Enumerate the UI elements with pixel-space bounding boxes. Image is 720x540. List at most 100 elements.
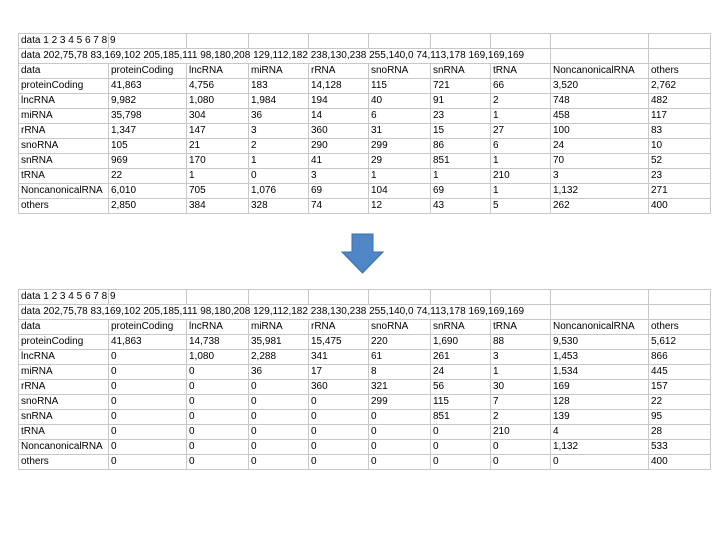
table-cell: 0 — [108, 454, 187, 470]
table-row: snoRNA 0 0 0 0 299 115 7 128 22 — [18, 394, 711, 410]
table-cell: 384 — [186, 198, 249, 214]
table-cell: 0 — [248, 454, 309, 470]
table-cell: 328 — [248, 198, 309, 214]
table-cell: 74 — [308, 198, 369, 214]
table-cell: 0 — [368, 424, 431, 440]
table-cell: 115 — [430, 394, 491, 410]
table-cell: 1,984 — [248, 93, 309, 109]
table-row: data proteinCoding lncRNA miRNA rRNA snoRNA sn… — [18, 319, 711, 335]
table-cell: 261 — [430, 349, 491, 365]
table-cell: 0 — [186, 424, 249, 440]
table-cell: 170 — [186, 153, 249, 169]
table-cell: 1,080 — [186, 349, 249, 365]
table-cell: 1 — [490, 153, 551, 169]
table-row: tRNA 0 0 0 0 0 0 210 4 28 — [18, 424, 711, 440]
table-cell: snRNA — [18, 409, 109, 425]
table-row: data 202,75,78 83,169,102 205,185,111 98… — [18, 304, 711, 320]
table-cell: 2 — [490, 93, 551, 109]
table-cell: 0 — [248, 409, 309, 425]
table-cell: lncRNA — [186, 63, 249, 79]
table-row: miRNA 35,798 304 36 14 6 23 1 458 117 — [18, 108, 711, 124]
table-cell: 0 — [368, 454, 431, 470]
table-cell: 851 — [430, 153, 491, 169]
empty-cell — [648, 304, 711, 320]
table-cell: 0 — [368, 439, 431, 455]
empty-cell — [108, 33, 187, 49]
table-row: proteinCoding 41,863 14,738 35,981 15,475 220… — [18, 334, 711, 350]
table-cell: miRNA — [248, 319, 309, 335]
table-cell: rRNA — [308, 63, 369, 79]
table-cell: 3 — [490, 349, 551, 365]
table-cell: 66 — [490, 78, 551, 94]
table-cell: 1,132 — [550, 183, 649, 199]
table-cell: 157 — [648, 379, 711, 395]
table-cell: 290 — [308, 138, 369, 154]
table-cell: 41,863 — [108, 78, 187, 94]
table-cell: NoncanonicalRNA — [550, 63, 649, 79]
table-cell: tRNA — [18, 424, 109, 440]
table-cell: 3 — [308, 168, 369, 184]
table-cell: 1 — [186, 168, 249, 184]
table-cell: 0 — [550, 454, 649, 470]
table-cell: tRNA — [490, 319, 551, 335]
table-cell: 1,132 — [550, 439, 649, 455]
table-cell: 43 — [430, 198, 491, 214]
table-cell: 22 — [648, 394, 711, 410]
data-table: data 1 2 3 4 5 6 7 8 9 data 202,75,78 83,… — [18, 289, 711, 470]
table-cell: 2,850 — [108, 198, 187, 214]
table-cell: 1 — [430, 168, 491, 184]
table-cell: 0 — [308, 409, 369, 425]
empty-cell — [368, 289, 431, 305]
table-row: rRNA 1,347 147 3 360 31 15 27 100 83 — [18, 123, 711, 139]
table-cell: 69 — [308, 183, 369, 199]
table-cell: 1 — [490, 183, 551, 199]
table-cell: 851 — [430, 409, 491, 425]
table-cell: snRNA — [18, 153, 109, 169]
table-cell: 210 — [490, 168, 551, 184]
table-row: data 1 2 3 4 5 6 7 8 9 — [18, 289, 711, 305]
table-cell: 30 — [490, 379, 551, 395]
table-row: miRNA 0 0 36 17 8 24 1 1,534 445 — [18, 364, 711, 380]
table-row: lncRNA 9,982 1,080 1,984 194 40 91 2 748 482 — [18, 93, 711, 109]
table-cell: 10 — [648, 138, 711, 154]
table-cell: snoRNA — [368, 319, 431, 335]
table-cell: 69 — [430, 183, 491, 199]
table-cell: 0 — [368, 409, 431, 425]
table-cell: 86 — [430, 138, 491, 154]
table-cell: 41 — [308, 153, 369, 169]
table-cell: 2 — [490, 409, 551, 425]
table-cell: 0 — [186, 394, 249, 410]
table-cell: 341 — [308, 349, 369, 365]
table-cell: others — [648, 63, 711, 79]
table-cell: 210 — [490, 424, 551, 440]
table-cell: 299 — [368, 138, 431, 154]
table-cell: 36 — [248, 108, 309, 124]
table-cell: 1,076 — [248, 183, 309, 199]
table-cell: 0 — [430, 424, 491, 440]
empty-cell — [368, 33, 431, 49]
table-cell: 0 — [430, 439, 491, 455]
table-cell: 40 — [368, 93, 431, 109]
down-arrow — [340, 233, 385, 274]
table-cell: 4 — [550, 424, 649, 440]
table-row: snRNA 969 170 1 41 29 851 1 70 52 — [18, 153, 711, 169]
table-cell: 0 — [308, 394, 369, 410]
empty-cell — [248, 33, 309, 49]
table-cell: 0 — [308, 454, 369, 470]
table-cell: 3,520 — [550, 78, 649, 94]
table-cell: NoncanonicalRNA — [18, 439, 109, 455]
table-cell: 24 — [550, 138, 649, 154]
table-cell: 3 — [248, 123, 309, 139]
empty-cell — [308, 33, 369, 49]
empty-cell — [490, 289, 551, 305]
table-cell: data — [18, 63, 109, 79]
table-cell: 6 — [368, 108, 431, 124]
table-row: NoncanonicalRNA 0 0 0 0 0 0 0 1,132 533 — [18, 439, 711, 455]
table-cell: 0 — [248, 168, 309, 184]
table-cell: 36 — [248, 364, 309, 380]
table-cell: 128 — [550, 394, 649, 410]
empty-cell — [550, 289, 649, 305]
table-cell: 1,534 — [550, 364, 649, 380]
table-cell: 705 — [186, 183, 249, 199]
table-cell: 95 — [648, 409, 711, 425]
